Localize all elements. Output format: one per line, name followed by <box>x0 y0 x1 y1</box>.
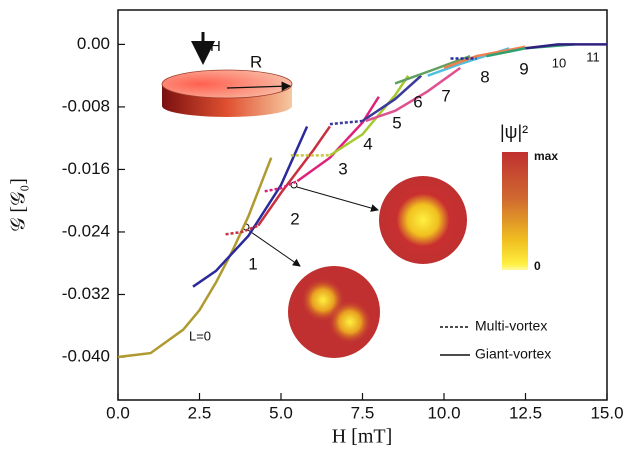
field-label: H <box>210 38 221 55</box>
curve-label: 6 <box>413 92 422 111</box>
legend-label: Giant-vortex <box>475 346 551 362</box>
curve <box>365 66 462 123</box>
colorbar-min: 0 <box>534 259 541 273</box>
y-tick-label: -0.024 <box>62 221 110 240</box>
y-tick-label: -0.032 <box>62 284 110 303</box>
y-axis-label: 𝒢 [𝒢₀] <box>8 178 30 232</box>
curve <box>264 180 298 193</box>
x-axis-label: H [mT] <box>332 426 393 448</box>
y-tick-label: -0.008 <box>62 96 110 115</box>
curve-label: 9 <box>519 59 528 78</box>
curve <box>296 96 380 183</box>
curve <box>486 43 575 58</box>
y-tick-label: 0.00 <box>77 34 110 53</box>
y-tick-label: -0.016 <box>62 159 110 178</box>
x-tick-label: 7.5 <box>351 403 375 422</box>
legend-label: Multi-vortex <box>475 318 547 334</box>
colorbar <box>502 152 528 270</box>
curve <box>225 224 259 236</box>
curve <box>394 54 471 85</box>
curve <box>192 125 309 288</box>
curve-label: 1 <box>248 254 257 273</box>
x-tick-label: 2.5 <box>188 403 212 422</box>
curve <box>361 74 423 123</box>
curve-label: 3 <box>338 159 347 178</box>
curve-label: 5 <box>392 113 401 132</box>
colorbar-title: |ψ|² <box>500 122 528 142</box>
x-tick-label: 5.0 <box>269 403 293 422</box>
curve <box>525 43 607 50</box>
radius-label: R <box>250 52 262 71</box>
curve-label: 11 <box>586 49 600 64</box>
curve-label: 4 <box>363 134 372 153</box>
curve-label: L=0 <box>189 328 211 343</box>
curve <box>329 74 410 157</box>
curve-label: 10 <box>552 55 566 70</box>
curve <box>329 119 363 126</box>
curve-label: 8 <box>480 67 489 86</box>
curve-label: 2 <box>290 209 299 228</box>
y-tick-label: -0.040 <box>62 346 110 365</box>
curve-label: 7 <box>441 86 450 105</box>
curve <box>443 45 526 70</box>
x-tick-label: 0.0 <box>106 403 130 422</box>
vortex-images <box>242 176 467 358</box>
curve <box>257 125 331 227</box>
disk-inset <box>161 32 293 117</box>
x-tick-label: 15.0 <box>590 403 623 422</box>
x-tick-label: 12.5 <box>509 403 542 422</box>
curve <box>117 157 273 359</box>
x-tick-label: 10.0 <box>427 403 460 422</box>
colorbar-max: max <box>534 149 558 163</box>
